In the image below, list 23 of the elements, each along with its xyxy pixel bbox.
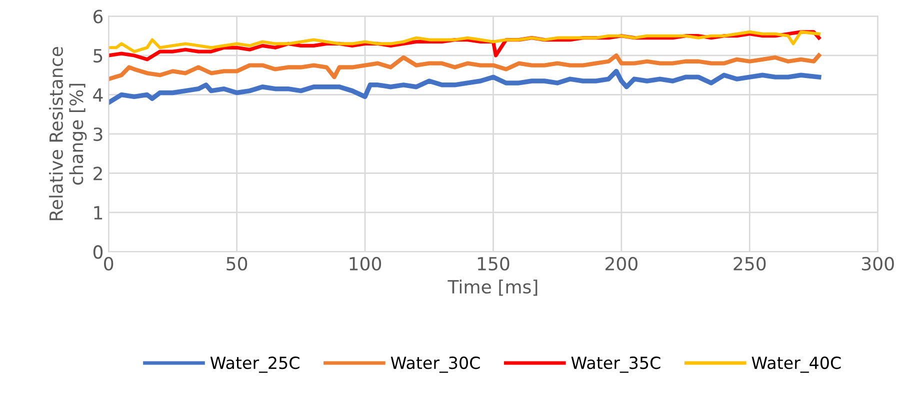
- line-series: [108, 53, 821, 82]
- legend-label: Water_40C: [752, 356, 841, 373]
- x-axis-title: Time [ms]: [448, 280, 538, 296]
- x-tick-label: 200: [606, 256, 638, 271]
- y-tick-label: 4: [93, 88, 103, 102]
- line-series: [108, 68, 822, 105]
- y-tick-label: 0: [93, 245, 103, 259]
- legend-label: Water_25C: [210, 356, 300, 373]
- y-tick-label: 6: [94, 10, 103, 24]
- x-tick-label: 150: [478, 256, 510, 271]
- x-tick-label: 250: [734, 256, 766, 271]
- x-tick-label: 300: [862, 256, 894, 271]
- legend-label: Water_35C: [571, 356, 660, 373]
- y-tick-label: 1: [94, 206, 102, 220]
- x-tick-label: 50: [226, 256, 248, 271]
- x-tick-label: 0: [104, 256, 114, 271]
- line-series: [108, 30, 820, 54]
- y-tick-label: 3: [94, 127, 102, 142]
- y-tick-label: 5: [94, 49, 102, 63]
- x-tick-label: 100: [350, 256, 382, 271]
- legend-label: Water_30C: [390, 356, 480, 373]
- y-axis-title: Relative Resistance change [%]: [49, 47, 87, 220]
- y-tick-label: 2: [94, 166, 102, 180]
